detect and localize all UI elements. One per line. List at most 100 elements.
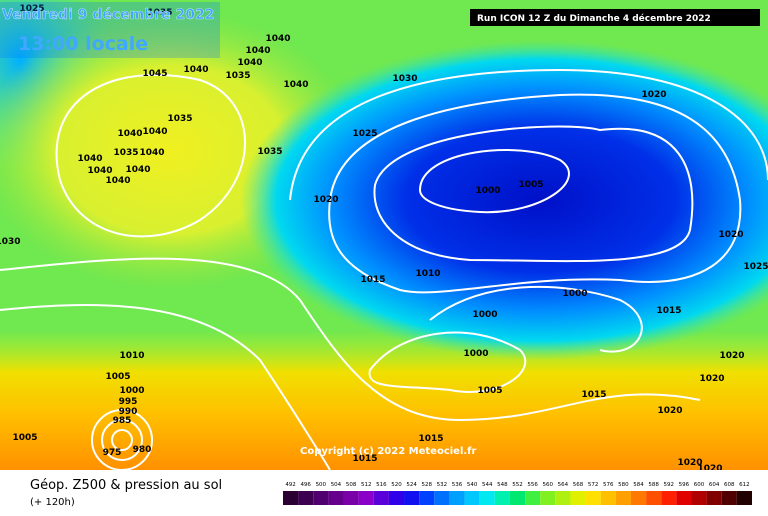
isobar-label: 1020 xyxy=(719,351,744,361)
scale-swatch xyxy=(328,491,344,505)
isobar-label: 1015 xyxy=(581,390,606,400)
scale-swatch xyxy=(706,491,722,505)
isobar-label: 1020 xyxy=(657,406,682,416)
scale-label: 504 xyxy=(331,482,342,488)
scale-label: 492 xyxy=(285,482,296,488)
forecast-date: Vendredi 9 décembre 2022 xyxy=(2,7,214,23)
isobar-label: 1005 xyxy=(477,386,502,396)
isobar-label: 1000 xyxy=(119,386,144,396)
isobar-label: 1040 xyxy=(125,165,150,175)
scale-swatch xyxy=(630,491,647,505)
scale-swatch xyxy=(525,491,541,505)
isobar-label: 995 xyxy=(119,397,138,407)
isobar-label: 1040 xyxy=(142,127,167,137)
isobar-label: 1040 xyxy=(87,166,112,176)
warm-south xyxy=(0,330,768,470)
scale-swatch xyxy=(388,491,405,505)
isobar-label: 1020 xyxy=(641,90,666,100)
scale-swatch xyxy=(298,491,314,505)
scale-label: 528 xyxy=(421,482,432,488)
scale-label: 600 xyxy=(694,482,705,488)
run-info: Run ICON 12 Z du Dimanche 4 décembre 202… xyxy=(477,13,711,24)
scale-label: 592 xyxy=(664,482,675,488)
scale-swatch xyxy=(509,491,526,505)
scale-swatch xyxy=(449,491,465,505)
isobar-label: 1040 xyxy=(105,176,130,186)
isobar-label: 1005 xyxy=(12,433,37,443)
scale-label: 548 xyxy=(497,482,508,488)
scale-label: 576 xyxy=(603,482,614,488)
scale-swatch xyxy=(555,491,571,505)
isobar-label: 1020 xyxy=(677,458,702,468)
scale-swatch xyxy=(494,491,510,505)
scale-label: 556 xyxy=(527,482,538,488)
scale-swatch xyxy=(373,491,389,505)
scale-label: 612 xyxy=(739,482,750,488)
isobar-label: 1020 xyxy=(697,464,722,474)
scale-label: 536 xyxy=(452,482,463,488)
scale-label: 544 xyxy=(482,482,493,488)
scale-swatch xyxy=(615,491,631,505)
scale-label: 540 xyxy=(467,482,478,488)
isobar-label: 1040 xyxy=(245,46,270,56)
scale-swatch xyxy=(419,491,435,505)
isobar-label: 1045 xyxy=(142,69,167,79)
isobar-label: 1035 xyxy=(167,114,192,124)
scale-swatch xyxy=(570,491,586,505)
scale-swatch xyxy=(343,491,359,505)
isobar-label: 1040 xyxy=(237,58,262,68)
isobar-label: 1005 xyxy=(518,180,543,190)
isobar-label: 1030 xyxy=(0,237,21,247)
isobar-label: 1020 xyxy=(718,230,743,240)
scale-swatch xyxy=(358,491,374,505)
scale-label: 508 xyxy=(346,482,357,488)
isobar-label: 1025 xyxy=(19,4,44,14)
isobar-label: 1015 xyxy=(418,434,443,444)
isobar-label: 1035 xyxy=(147,8,172,18)
isobar-label: 1040 xyxy=(265,34,290,44)
low-area xyxy=(240,40,768,360)
scale-label: 520 xyxy=(391,482,402,488)
scale-swatch xyxy=(736,491,752,505)
isobar-label: 1035 xyxy=(225,71,250,81)
scale-swatch xyxy=(404,491,420,505)
scale-label: 584 xyxy=(633,482,644,488)
isobar-label: 1025 xyxy=(743,262,768,272)
scale-swatch xyxy=(464,491,480,505)
scale-label: 500 xyxy=(316,482,327,488)
isobar-label: 1040 xyxy=(283,80,308,90)
scale-label: 552 xyxy=(512,482,523,488)
header-backdrop xyxy=(0,2,220,58)
scale-swatch xyxy=(721,491,737,505)
scale-swatch xyxy=(283,491,299,505)
footer-lead: (+ 120h) xyxy=(30,497,75,508)
scale-swatch xyxy=(434,491,450,505)
scale-swatch xyxy=(646,491,662,505)
isobar-label: 1035 xyxy=(113,148,138,158)
isobar-label: 1010 xyxy=(415,269,440,279)
isobar-label: 1040 xyxy=(77,154,102,164)
scale-label: 560 xyxy=(543,482,554,488)
scale-swatch xyxy=(691,491,707,505)
scale-swatch xyxy=(661,491,677,505)
scale-label: 596 xyxy=(679,482,690,488)
scale-label: 516 xyxy=(376,482,387,488)
isobar-label: 975 xyxy=(103,448,122,458)
isobar-label: 1000 xyxy=(463,349,488,359)
isobar-label: 1015 xyxy=(656,306,681,316)
isobar-label: 1000 xyxy=(475,186,500,196)
scale-label: 512 xyxy=(361,482,372,488)
scale-label: 532 xyxy=(437,482,448,488)
isobar-label: 985 xyxy=(113,416,132,426)
forecast-time: 13:00 locale xyxy=(18,33,148,55)
isobar-label: 1000 xyxy=(472,310,497,320)
isobar-label: 1015 xyxy=(352,454,377,464)
scale-label: 564 xyxy=(558,482,569,488)
scale-swatch xyxy=(676,491,692,505)
scale-label: 604 xyxy=(709,482,720,488)
isobar-label: 1030 xyxy=(392,74,417,84)
scale-swatch xyxy=(313,491,329,505)
scale-swatch xyxy=(585,491,601,505)
scale-swatch xyxy=(600,491,616,505)
scale-label: 568 xyxy=(573,482,584,488)
